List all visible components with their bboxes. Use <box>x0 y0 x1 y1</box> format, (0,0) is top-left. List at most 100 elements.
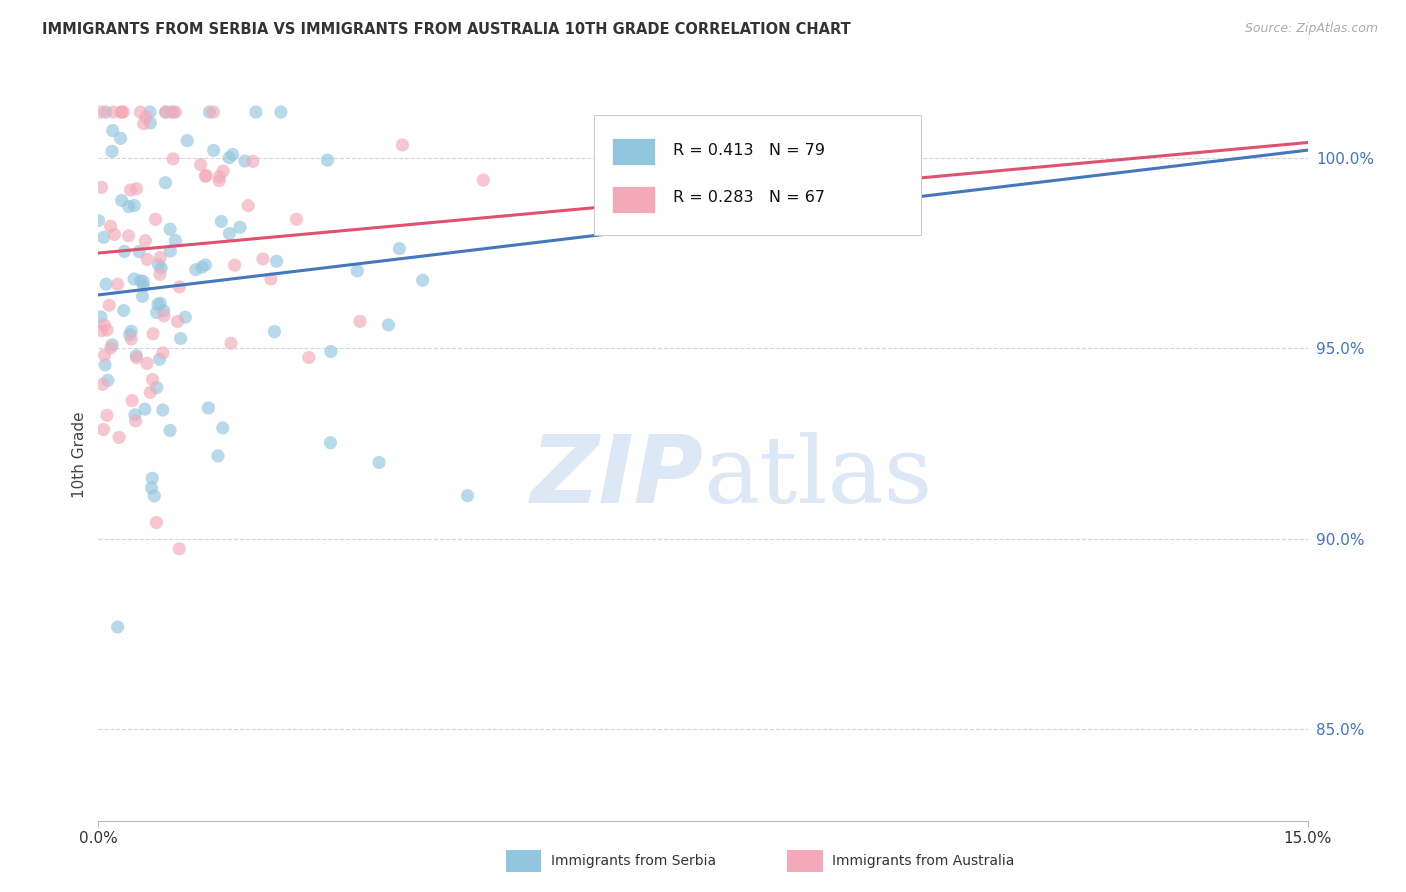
Point <box>165 234 187 248</box>
Point <box>195 169 218 183</box>
Point <box>152 346 174 360</box>
Point <box>391 137 413 152</box>
Text: IMMIGRANTS FROM SERBIA VS IMMIGRANTS FROM AUSTRALIA 10TH GRADE CORRELATION CHART: IMMIGRANTS FROM SERBIA VS IMMIGRANTS FRO… <box>42 22 851 37</box>
Point <box>224 258 246 272</box>
Point <box>169 331 191 345</box>
Point <box>772 211 794 225</box>
Point <box>191 260 214 275</box>
Point <box>162 105 184 120</box>
FancyBboxPatch shape <box>613 186 655 212</box>
Point <box>122 198 145 212</box>
Point <box>93 423 115 437</box>
Point <box>152 403 174 417</box>
Point <box>90 180 112 194</box>
Point <box>209 214 232 228</box>
Point <box>103 227 125 242</box>
Point <box>169 541 191 556</box>
Point <box>94 358 117 372</box>
Point <box>129 105 152 120</box>
Point <box>190 158 212 172</box>
Point <box>160 105 183 120</box>
Point <box>145 305 167 319</box>
Point <box>110 105 132 120</box>
Text: Source: ZipAtlas.com: Source: ZipAtlas.com <box>1244 22 1378 36</box>
Point <box>377 318 399 332</box>
Point <box>165 105 187 120</box>
Point <box>90 105 112 120</box>
Point <box>132 275 155 289</box>
Point <box>101 145 124 159</box>
Point <box>198 105 221 120</box>
Point <box>242 154 264 169</box>
Point <box>211 421 233 435</box>
Point <box>148 352 170 367</box>
Point <box>87 213 110 227</box>
Point <box>90 324 112 338</box>
Point <box>159 222 181 236</box>
Point <box>97 373 120 387</box>
Point <box>298 351 321 365</box>
Point <box>233 153 256 168</box>
Point <box>457 489 479 503</box>
Point <box>93 230 115 244</box>
Point <box>319 435 342 450</box>
Point <box>388 242 411 256</box>
Point <box>260 272 283 286</box>
Point <box>139 116 162 130</box>
Point <box>93 318 115 332</box>
Point <box>139 105 162 120</box>
Point <box>142 326 165 341</box>
Point <box>319 344 342 359</box>
Point <box>346 264 368 278</box>
Point <box>472 173 495 187</box>
Text: Immigrants from Australia: Immigrants from Australia <box>832 854 1015 868</box>
Point <box>152 303 174 318</box>
Point <box>252 252 274 266</box>
Point <box>368 455 391 469</box>
Point <box>145 381 167 395</box>
Point <box>153 309 176 323</box>
Point <box>90 310 112 324</box>
Point <box>221 147 243 161</box>
Point <box>112 244 135 259</box>
Point <box>112 303 135 318</box>
Point <box>245 105 267 120</box>
Point <box>111 105 134 120</box>
Point <box>118 200 141 214</box>
Point <box>135 110 157 124</box>
Point <box>155 105 177 120</box>
Point <box>155 105 177 120</box>
Point <box>111 194 134 208</box>
Text: R = 0.283   N = 67: R = 0.283 N = 67 <box>673 190 825 205</box>
Point <box>184 262 207 277</box>
Point <box>110 131 132 145</box>
Point <box>229 220 252 235</box>
Point <box>218 151 240 165</box>
Point <box>143 489 166 503</box>
Point <box>94 105 117 120</box>
Point <box>285 212 308 227</box>
Point <box>146 297 169 311</box>
Point <box>124 408 146 422</box>
Point <box>202 105 225 120</box>
Point <box>120 324 142 338</box>
Point <box>134 402 156 417</box>
Point <box>101 338 124 352</box>
Point <box>149 268 172 282</box>
Point <box>150 260 173 275</box>
Point <box>96 409 118 423</box>
Point <box>107 620 129 634</box>
Point <box>145 212 167 227</box>
Point <box>141 481 163 495</box>
Point <box>155 176 177 190</box>
Point <box>112 105 135 120</box>
Point <box>238 199 260 213</box>
Point <box>208 169 231 184</box>
Point <box>263 325 285 339</box>
Point <box>125 351 148 365</box>
Point <box>197 401 219 415</box>
Point <box>108 430 131 444</box>
Point <box>141 373 163 387</box>
FancyBboxPatch shape <box>613 138 655 165</box>
Point <box>101 123 124 137</box>
